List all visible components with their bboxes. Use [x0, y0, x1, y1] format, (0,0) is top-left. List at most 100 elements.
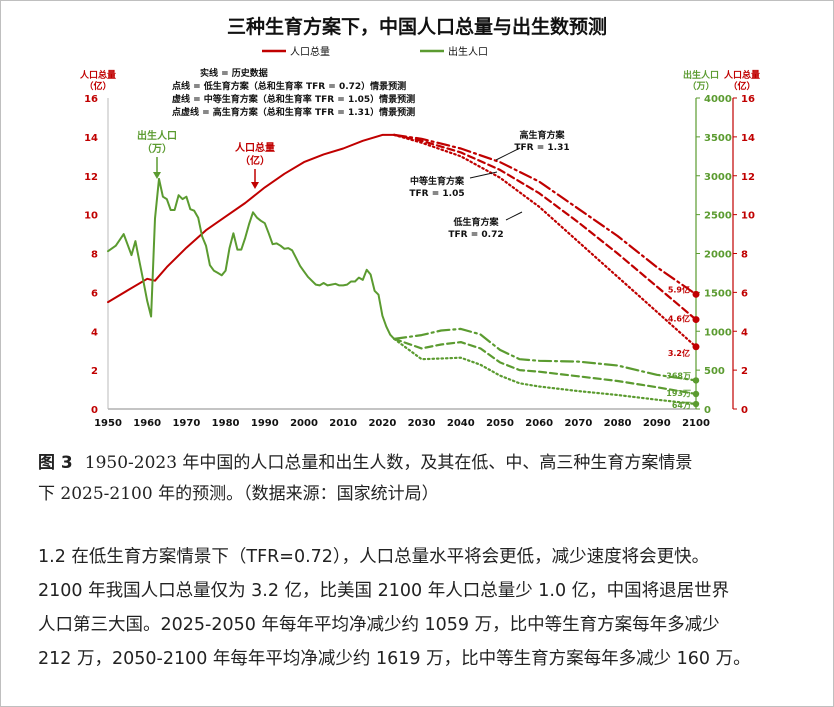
x-tick-label: 1980 — [212, 418, 240, 429]
y-left-tick-label: 16 — [84, 94, 98, 105]
y-right-births-tick-label: 2500 — [704, 211, 732, 222]
population-end-label: 5.9亿 — [668, 284, 690, 294]
x-tick-label: 2000 — [290, 418, 318, 429]
legend-note: 点虚线 = 高生育方案（总和生育率 TFR = 1.31）情景预测 — [172, 106, 415, 118]
y-right-population-axis-unit: （亿） — [728, 80, 755, 92]
legend-note: 虚线 = 中等生育方案（总和生育率 TFR = 1.05）情景预测 — [172, 93, 415, 105]
y-left-axis-label: 人口总量 — [79, 69, 116, 81]
legend-note: 点线 = 低生育方案（总和生育率 TFR = 0.72）情景预测 — [172, 80, 406, 92]
series-line-population-dashdot — [393, 133, 698, 296]
population-series-annotation: 人口总量 — [235, 141, 275, 154]
caption-line-1: 图 3 1950-2023 年中国的人口总量和出生人数，及其在低、中、高三种生育方… — [38, 448, 808, 479]
high-scenario-label-pointer — [495, 147, 521, 161]
series-line-births-dashdot — [393, 327, 698, 382]
y-left-tick-label: 10 — [84, 211, 98, 222]
series-line-population-dashed — [393, 133, 698, 321]
caption-text-1: 1950-2023 年中国的人口总量和出生人数，及其在低、中、高三种生育方案情景 — [84, 453, 693, 473]
x-tick-label: 1960 — [133, 418, 161, 429]
births-end-label: 64万 — [672, 401, 691, 410]
y-right-births-tick-label: 1500 — [704, 288, 732, 299]
paragraph-line-4: 212 万，2050-2100 年每年平均净减少约 1619 万，比中等生育方案… — [38, 649, 751, 669]
y-right-population-tick-label: 12 — [741, 172, 755, 183]
x-tick-label: 2080 — [604, 418, 632, 429]
x-tick-label: 2040 — [447, 418, 475, 429]
y-right-births-tick-label: 3000 — [704, 172, 732, 183]
legend-label-population: 人口总量 — [290, 45, 330, 58]
y-right-births-axis-label: 出生人口 — [683, 69, 719, 81]
y-left-tick-label: 4 — [91, 327, 98, 338]
births-series-annotation-unit: （万） — [142, 142, 172, 155]
y-right-population-tick-label: 14 — [741, 133, 755, 144]
y-right-births-tick-label: 2000 — [704, 250, 732, 261]
births-annotation-arrowhead — [153, 172, 161, 179]
x-tick-label: 2020 — [368, 418, 396, 429]
x-tick-label: 2070 — [564, 418, 592, 429]
body-paragraph: 1.2 在低生育方案情景下（TFR=0.72），人口总量水平将会更低，减少速度将… — [38, 540, 813, 676]
x-tick-label: 2100 — [682, 418, 710, 429]
births-end-marker — [692, 400, 700, 408]
y-left-tick-label: 14 — [84, 133, 98, 144]
population-series-annotation-unit: （亿） — [240, 154, 270, 167]
y-left-tick-label: 0 — [91, 405, 98, 416]
y-right-population-tick-label: 10 — [741, 211, 755, 222]
y-right-population-axis-label: 人口总量 — [723, 69, 760, 81]
legend-note: 实线 = 历史数据 — [200, 67, 268, 79]
population-end-marker — [692, 343, 700, 351]
caption-line-2: 下 2025-2100 年的预测。（数据来源：国家统计局） — [38, 484, 439, 504]
medium-scenario-label-tfr: TFR = 1.05 — [409, 189, 464, 199]
population-end-marker — [692, 290, 700, 298]
x-tick-label: 1950 — [94, 418, 122, 429]
high-scenario-label-tfr: TFR = 1.31 — [514, 143, 569, 153]
x-tick-label: 1990 — [251, 418, 279, 429]
x-tick-label: 2090 — [643, 418, 671, 429]
y-left-axis-unit: （亿） — [84, 80, 111, 92]
y-right-births-tick-label: 500 — [704, 366, 725, 377]
chart-title: 三种生育方案下，中国人口总量与出生数预测 — [227, 15, 607, 38]
population-end-label: 4.6亿 — [668, 314, 690, 324]
x-tick-label: 1970 — [172, 418, 200, 429]
paragraph-line-1: 1.2 在低生育方案情景下（TFR=0.72），人口总量水平将会更低，减少速度将… — [38, 547, 710, 567]
y-right-births-tick-label: 0 — [704, 405, 711, 416]
y-right-births-axis-unit: （万） — [687, 81, 714, 92]
caption-label: 图 3 — [38, 453, 73, 473]
population-end-marker — [692, 316, 700, 324]
births-end-marker — [692, 377, 700, 384]
y-left-tick-label: 12 — [84, 172, 98, 183]
series-line-births-dotted — [393, 337, 698, 406]
x-tick-label: 2060 — [525, 418, 553, 429]
medium-scenario-label-pointer — [469, 171, 498, 179]
x-tick-label: 2010 — [329, 418, 357, 429]
x-tick-label: 2050 — [486, 418, 514, 429]
births-series-annotation: 出生人口 — [137, 129, 177, 142]
low-scenario-label-tfr: TFR = 0.72 — [448, 230, 503, 240]
series-line-births-solid — [107, 177, 396, 340]
y-right-population-tick-label: 4 — [741, 327, 748, 338]
y-right-population-tick-label: 8 — [741, 250, 748, 261]
paragraph-line-2: 2100 年我国人口总量仅为 3.2 亿，比美国 2100 年人口总量少 1.0… — [38, 581, 730, 601]
series-line-population-dotted — [393, 133, 698, 348]
y-right-population-tick-label: 2 — [741, 366, 748, 377]
y-right-births-tick-label: 3500 — [704, 133, 732, 144]
births-end-label: 368万 — [666, 371, 691, 380]
y-left-tick-label: 8 — [91, 250, 98, 261]
low-scenario-label: 低生育方案 — [452, 216, 499, 228]
y-right-population-tick-label: 0 — [741, 405, 748, 416]
y-left-tick-label: 2 — [91, 366, 98, 377]
births-end-marker — [692, 390, 700, 398]
series-line-births-dashed — [393, 337, 698, 396]
y-right-births-tick-label: 1000 — [704, 327, 732, 338]
figure-caption: 图 3 1950-2023 年中国的人口总量和出生人数，及其在低、中、高三种生育方… — [38, 448, 808, 510]
paragraph-line-3: 人口第三大国。2025-2050 年每年平均净减少约 1059 万，比中等生育方… — [38, 615, 720, 635]
legend-label-births: 出生人口 — [448, 45, 488, 58]
y-right-births-tick-label: 4000 — [704, 94, 732, 105]
y-left-tick-label: 6 — [91, 288, 98, 299]
medium-scenario-label: 中等生育方案 — [410, 175, 465, 187]
y-right-population-tick-label: 16 — [741, 94, 755, 105]
x-tick-label: 2030 — [408, 418, 436, 429]
y-right-population-tick-label: 6 — [741, 288, 748, 299]
births-end-label: 193万 — [666, 389, 691, 398]
population-end-label: 3.2亿 — [668, 348, 690, 358]
high-scenario-label: 高生育方案 — [519, 129, 565, 141]
population-annotation-arrowhead — [251, 182, 259, 189]
